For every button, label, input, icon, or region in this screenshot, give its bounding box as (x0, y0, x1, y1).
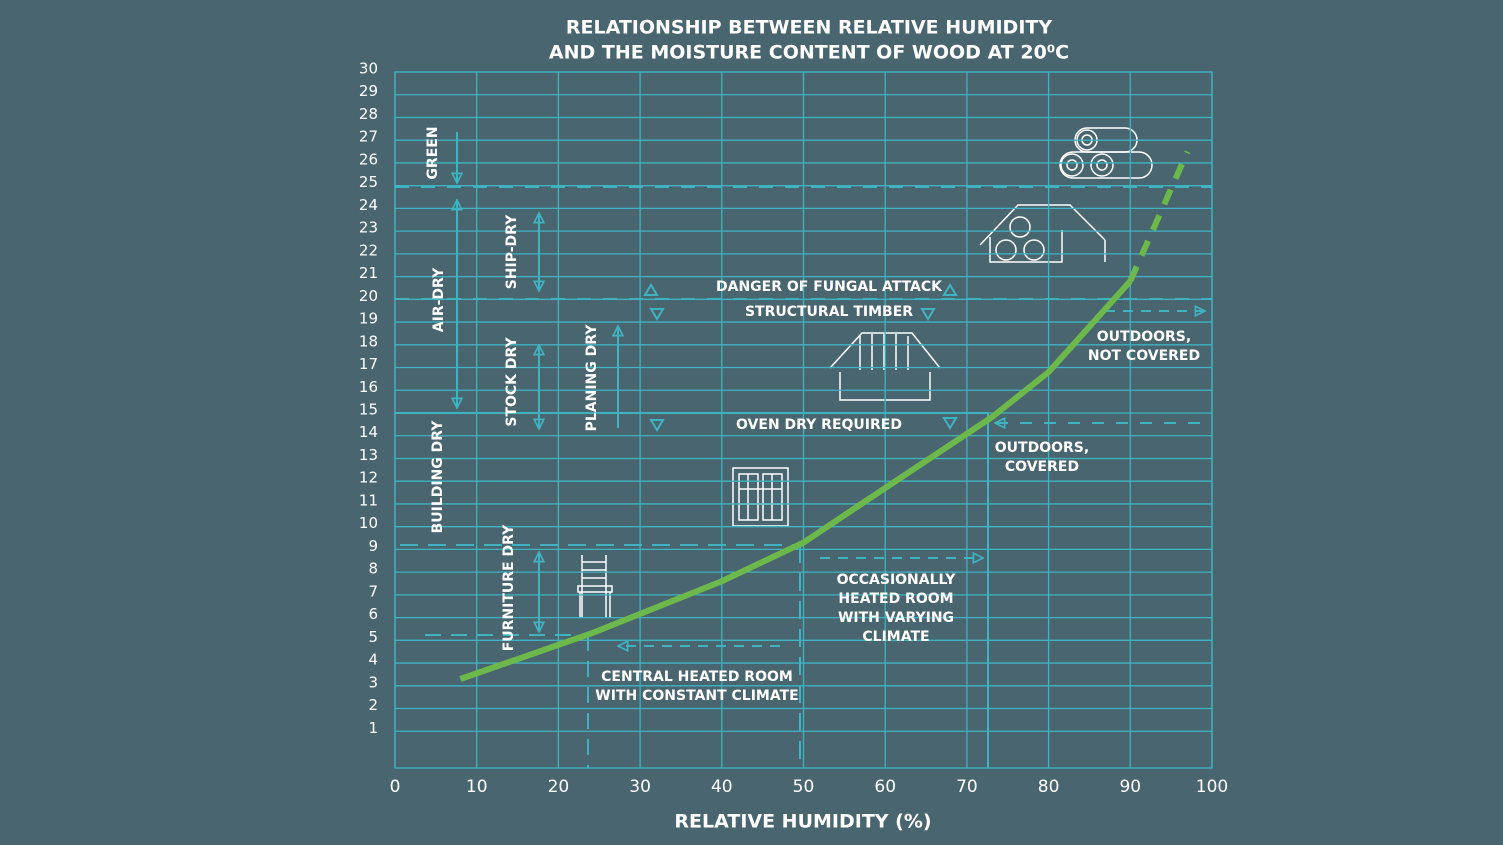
y-tick-label: 21 (359, 264, 378, 282)
x-tick-label: 80 (1038, 777, 1060, 797)
x-tick-label: 10 (466, 777, 488, 797)
chart-title: AND THE MOISTURE CONTENT OF WOOD AT 20⁰C (549, 42, 1069, 64)
annotation: OCCASIONALLY (837, 572, 957, 588)
y-tick-label: 20 (359, 287, 378, 305)
y-tick-label: 27 (359, 128, 378, 146)
y-tick-label: 13 (359, 446, 378, 464)
y-tick-label: 28 (359, 105, 378, 123)
annotation-marker (643, 283, 659, 296)
y-tick-label: 25 (359, 173, 378, 191)
annotation: NOT COVERED (1088, 348, 1200, 364)
annotation: OUTDOORS, (995, 440, 1089, 456)
annotation: WITH VARYING (838, 610, 954, 626)
data-line (459, 279, 1133, 682)
y-tick-label: 24 (359, 196, 378, 214)
annotation: BUILDING DRY (430, 420, 446, 534)
annotation: PLANING DRY (584, 324, 600, 432)
annotation-marker (920, 308, 936, 321)
y-tick-label: 11 (359, 491, 378, 509)
annotation: SHIP-DRY (504, 214, 520, 289)
y-tick-label: 22 (359, 241, 378, 259)
y-tick-label: 4 (368, 651, 378, 669)
y-tick-label: 15 (359, 401, 378, 419)
x-tick-label: 50 (793, 777, 815, 797)
x-axis-label: RELATIVE HUMIDITY (%) (674, 811, 931, 833)
annotation-marker (942, 283, 958, 296)
y-tick-label: 7 (368, 582, 378, 600)
annotation: AIR-DRY (431, 267, 447, 332)
annotation: STRUCTURAL TIMBER (745, 304, 913, 320)
x-tick-label: 100 (1196, 777, 1228, 797)
data-line (1127, 150, 1191, 283)
annotation-marker (649, 419, 665, 432)
y-tick-label: 29 (359, 82, 378, 100)
y-tick-label: 12 (359, 469, 378, 487)
y-tick-label: 9 (368, 537, 378, 555)
annotation-marker (649, 308, 665, 321)
annotation: HEATED ROOM (838, 591, 953, 607)
annotation: OUTDOORS, (1097, 329, 1191, 345)
annotation: WITH CONSTANT CLIMATE (595, 688, 798, 704)
annotation: STOCK DRY (504, 336, 520, 426)
y-tick-label: 30 (359, 60, 378, 78)
annotation: CLIMATE (862, 629, 929, 645)
annotation: OVEN DRY REQUIRED (736, 417, 902, 433)
x-tick-label: 40 (711, 777, 733, 797)
y-tick-label: 3 (368, 673, 378, 691)
y-tick-label: 10 (359, 514, 378, 532)
y-tick-label: 17 (359, 355, 378, 373)
x-tick-label: 30 (629, 777, 651, 797)
annotation: GREEN (425, 126, 441, 179)
chart-title: RELATIONSHIP BETWEEN RELATIVE HUMIDITY (566, 17, 1052, 39)
annotation: CENTRAL HEATED ROOM (601, 669, 793, 685)
x-tick-label: 70 (956, 777, 978, 797)
annotation: FURNITURE DRY (501, 524, 517, 651)
y-tick-label: 18 (359, 332, 378, 350)
annotation-marker (942, 417, 958, 430)
x-tick-label: 90 (1119, 777, 1141, 797)
y-tick-label: 8 (368, 560, 378, 578)
y-tick-label: 14 (359, 423, 378, 441)
y-tick-label: 19 (359, 310, 378, 328)
y-tick-label: 26 (359, 150, 378, 168)
y-tick-label: 1 (368, 719, 378, 737)
annotation: DANGER OF FUNGAL ATTACK (716, 279, 943, 295)
x-tick-label: 0 (390, 777, 401, 797)
y-tick-label: 5 (368, 628, 378, 646)
annotation: COVERED (1005, 459, 1079, 475)
x-tick-label: 60 (874, 777, 896, 797)
y-tick-label: 2 (368, 696, 378, 714)
y-tick-label: 6 (368, 605, 378, 623)
x-tick-label: 20 (548, 777, 570, 797)
y-tick-label: 23 (359, 219, 378, 237)
y-tick-label: 16 (359, 378, 378, 396)
